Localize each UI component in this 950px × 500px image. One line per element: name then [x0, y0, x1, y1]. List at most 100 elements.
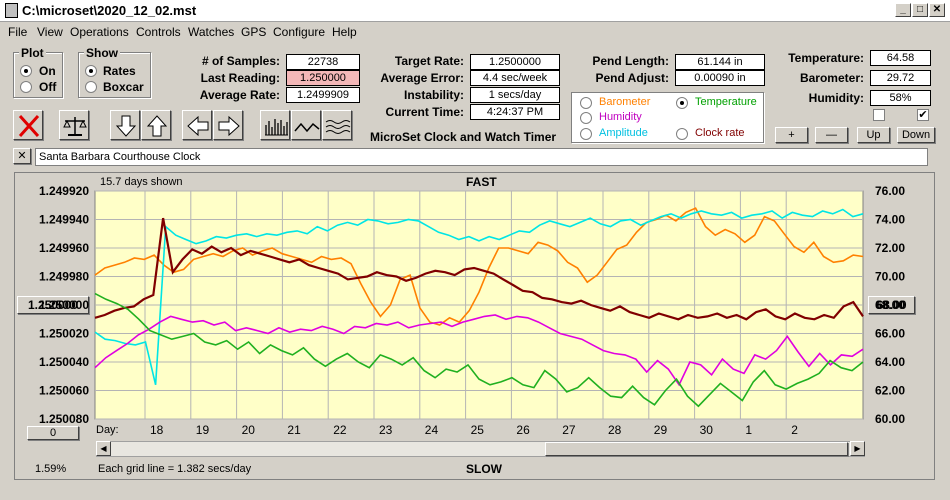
amplitude-series-line [94, 208, 864, 385]
right-checkbox[interactable]: ✔ [917, 109, 929, 121]
last-reading-field: 1.250000 [286, 70, 360, 86]
left-value-button[interactable]: 1.250000 [17, 296, 89, 314]
close-button[interactable]: ✕ [929, 3, 945, 17]
barometer-label: Barometer: [799, 71, 864, 85]
app-heading: MicroSet Clock and Watch Timer [370, 130, 557, 144]
y-left-tick-label: 1.250000 [39, 298, 89, 312]
plot-group-title: Plot [19, 46, 46, 60]
left-arrow-button[interactable] [182, 110, 212, 140]
x-tick-label: 30 [700, 423, 714, 437]
y-right-tick-label: 68.00 [875, 298, 905, 312]
right-value-button[interactable]: 68.00 [868, 296, 915, 314]
x-tick-label: 28 [608, 423, 622, 437]
x-tick-label: 20 [242, 423, 256, 437]
menu-watches[interactable]: Watches [188, 25, 235, 39]
overlay-selector [571, 92, 764, 143]
balance-button[interactable] [59, 110, 89, 140]
y-right-tick-label: 66.00 [875, 327, 905, 341]
wave-button[interactable] [291, 110, 321, 140]
multiwave-icon [325, 120, 351, 134]
pend-adjust-label: Pend Adjust: [595, 71, 669, 85]
x-tick-label: 24 [425, 423, 439, 437]
show-boxcar-label: Boxcar [103, 80, 144, 94]
multiwave-button[interactable] [322, 110, 352, 140]
x-tick-label: 22 [333, 423, 347, 437]
y-left-tick-label: 1.249980 [39, 270, 89, 284]
stop-button[interactable] [13, 110, 43, 140]
scroll-right-icon[interactable]: ▶ [850, 441, 865, 456]
menu-gps[interactable]: GPS [241, 25, 267, 39]
temperature-series-line [94, 292, 864, 408]
humidity-series-line [94, 314, 864, 387]
left-arrow-icon [187, 115, 209, 137]
fast-label: FAST [466, 175, 497, 189]
up-arrow-button[interactable] [141, 110, 171, 140]
scroll-left-icon[interactable]: ◀ [96, 441, 111, 456]
left-checkbox[interactable] [873, 109, 885, 121]
overlay-amplitude-radio[interactable] [580, 128, 592, 140]
overlay-clock-rate-label: Clock rate [695, 127, 745, 139]
up-button[interactable]: Up [857, 127, 890, 143]
wave-icon [294, 122, 320, 133]
last-reading-label: Last Reading: [200, 71, 280, 85]
menu-view[interactable]: View [37, 25, 63, 39]
y-right-tick-label: 62.00 [875, 384, 905, 398]
pend-length-field: 61.144 in [675, 54, 765, 70]
bars-button[interactable] [260, 110, 290, 140]
app-icon [5, 3, 18, 18]
overlay-clock-rate-radio[interactable] [676, 128, 688, 140]
zero-button[interactable]: 0 [27, 426, 79, 440]
menu-file[interactable]: File [8, 25, 28, 39]
down-button[interactable]: Down [897, 127, 935, 143]
y-left-tick-label: 1.250020 [39, 327, 89, 341]
show-rates-radio[interactable] [85, 65, 97, 77]
overlay-barometer-radio[interactable] [580, 97, 592, 109]
maximize-button[interactable]: □ [912, 3, 928, 17]
barometer-field: 29.72 [870, 70, 931, 86]
percent-readout: 1.59% [35, 463, 67, 475]
show-group-title: Show [84, 46, 120, 60]
y-right-tick-label: 64.00 [875, 355, 905, 369]
plot-on-radio[interactable] [20, 65, 32, 77]
title-bar: C:\microset\2020_12_02.mst _ □ ✕ [0, 0, 950, 22]
y-left-tick-label: 1.250060 [39, 384, 89, 398]
minimize-button[interactable]: _ [895, 3, 911, 17]
current-time-label: Current Time: [385, 105, 464, 119]
target-rate-label: Target Rate: [394, 54, 464, 68]
clear-name-button[interactable]: ✕ [13, 148, 31, 164]
plot-off-radio[interactable] [20, 81, 32, 93]
overlay-temperature-radio[interactable] [676, 97, 688, 109]
pend-length-label: Pend Length: [592, 54, 669, 68]
menu-help[interactable]: Help [332, 25, 357, 39]
down-arrow-button[interactable] [110, 110, 140, 140]
samples-field: 22738 [286, 54, 360, 70]
samples-label: # of Samples: [201, 54, 280, 68]
days-shown-label: 15.7 days shown [100, 176, 183, 188]
x-tick-label: 25 [471, 423, 485, 437]
x-tick-label: 18 [150, 423, 164, 437]
day-label: Day: [96, 424, 119, 436]
plus-button[interactable]: + [775, 127, 808, 143]
minus-button[interactable]: — [815, 127, 848, 143]
clock-name-field[interactable]: Santa Barbara Courthouse Clock [35, 148, 928, 166]
humidity-field: 58% [870, 90, 931, 106]
bars-icon [265, 119, 288, 136]
down-arrow-icon [115, 115, 137, 137]
temperature-field: 64.58 [870, 50, 931, 66]
temperature-label: Temperature: [788, 51, 864, 65]
overlay-barometer-label: Barometer [599, 96, 651, 108]
overlay-humidity-radio[interactable] [580, 112, 592, 124]
show-boxcar-radio[interactable] [85, 81, 97, 93]
right-arrow-button[interactable] [213, 110, 243, 140]
menu-operations[interactable]: Operations [70, 25, 129, 39]
menu-configure[interactable]: Configure [273, 25, 326, 39]
average-rate-field: 1.2499909 [286, 87, 360, 103]
average-error-label: Average Error: [380, 71, 464, 85]
up-arrow-icon [146, 115, 168, 137]
plot-on-label: On [39, 64, 56, 78]
y-left-tick-label: 1.249920 [39, 184, 89, 198]
overlay-temperature-label: Temperature [695, 96, 757, 108]
x-tick-label: 1 [745, 423, 752, 437]
menu-controls[interactable]: Controls [136, 25, 181, 39]
scroll-thumb[interactable] [545, 442, 848, 456]
